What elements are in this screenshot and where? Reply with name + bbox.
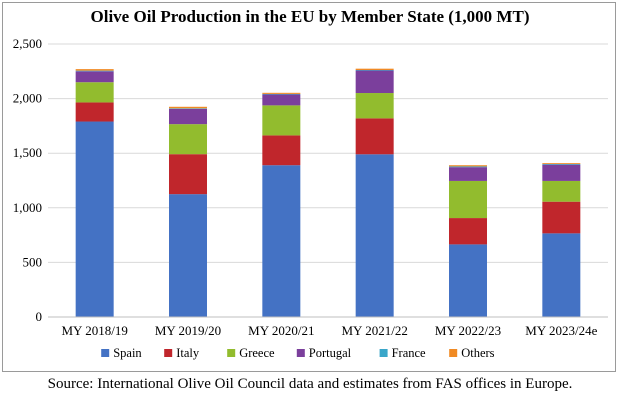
bar-segment-others — [262, 92, 301, 94]
legend-label: Others — [461, 346, 494, 360]
y-tick-label: 2,500 — [13, 36, 42, 51]
bar-segment-others — [542, 163, 581, 165]
bar-segment-portugal — [355, 70, 394, 94]
x-tick-label: MY 2020/21 — [248, 323, 314, 338]
bar-segment-others — [169, 106, 207, 109]
bar-segment-spain — [355, 154, 394, 317]
bar-segment-greece — [169, 124, 207, 155]
bar-segment-france — [169, 108, 207, 109]
x-tick-label: MY 2022/23 — [435, 323, 501, 338]
x-tick-label: MY 2019/20 — [155, 323, 221, 338]
bar-segment-greece — [262, 105, 301, 136]
bar-segment-france — [355, 69, 394, 71]
bar-segment-italy — [449, 218, 487, 245]
legend-swatch-italy — [164, 349, 173, 357]
legend-swatch-portugal — [296, 349, 305, 357]
bar-segment-portugal — [262, 94, 301, 106]
legend-label: Greece — [239, 346, 275, 360]
bars — [75, 68, 581, 317]
bar-segment-portugal — [449, 167, 487, 181]
legend-label: France — [392, 346, 426, 360]
bar-segment-greece — [542, 180, 581, 202]
bar-segment-italy — [169, 154, 207, 195]
y-tick-label: 2,000 — [13, 91, 42, 106]
x-tick-label: MY 2018/19 — [62, 323, 128, 338]
bar-segment-greece — [75, 82, 114, 103]
bar-segment-france — [542, 164, 581, 165]
bar-segment-italy — [75, 102, 114, 122]
x-axis: MY 2018/19 MY 2019/20 MY 2020/21 MY 2021/22… — [48, 316, 608, 338]
x-tick-label: MY 2023/24e — [525, 323, 597, 338]
legend-swatch-spain — [101, 349, 110, 357]
y-tick-label: 500 — [23, 254, 43, 269]
legend: Spain Italy Greece Portugal France Others — [101, 346, 495, 360]
y-tick-label: 1,000 — [13, 200, 42, 215]
bar-segment-spain — [542, 233, 581, 317]
legend-swatch-greece — [227, 349, 236, 357]
gridlines — [48, 43, 608, 318]
bar-segment-greece — [449, 180, 487, 219]
bar-segment-spain — [75, 121, 114, 317]
legend-swatch-france — [379, 349, 388, 357]
legend-label: Portugal — [309, 346, 352, 360]
bar-segment-italy — [262, 135, 301, 166]
bar-segment-greece — [355, 93, 394, 119]
bar-segment-france — [75, 70, 114, 72]
y-axis: 0 500 1,000 1,500 2,000 2,500 — [13, 36, 42, 324]
bar-segment-others — [355, 68, 394, 70]
bar-segment-portugal — [75, 71, 114, 83]
bar-segment-spain — [449, 244, 487, 317]
x-tick-label: MY 2021/22 — [342, 323, 408, 338]
bar-segment-france — [449, 166, 487, 168]
bar-segment-italy — [542, 201, 581, 234]
bar-segment-others — [449, 165, 487, 167]
y-tick-label: 1,500 — [13, 145, 42, 160]
legend-label: Italy — [176, 346, 200, 360]
bar-segment-spain — [169, 194, 207, 317]
y-tick-label: 0 — [36, 309, 43, 324]
bar-segment-portugal — [169, 108, 207, 125]
bar-segment-france — [262, 93, 301, 95]
bar-segment-italy — [355, 118, 394, 155]
chart-title: Olive Oil Production in the EU by Member… — [90, 7, 530, 26]
legend-label: Spain — [113, 346, 142, 360]
bar-segment-others — [75, 69, 114, 71]
bar-segment-spain — [262, 165, 301, 317]
bar-segment-portugal — [542, 164, 581, 181]
legend-swatch-others — [449, 349, 458, 357]
source-note: Source: International Olive Oil Council … — [47, 376, 573, 392]
